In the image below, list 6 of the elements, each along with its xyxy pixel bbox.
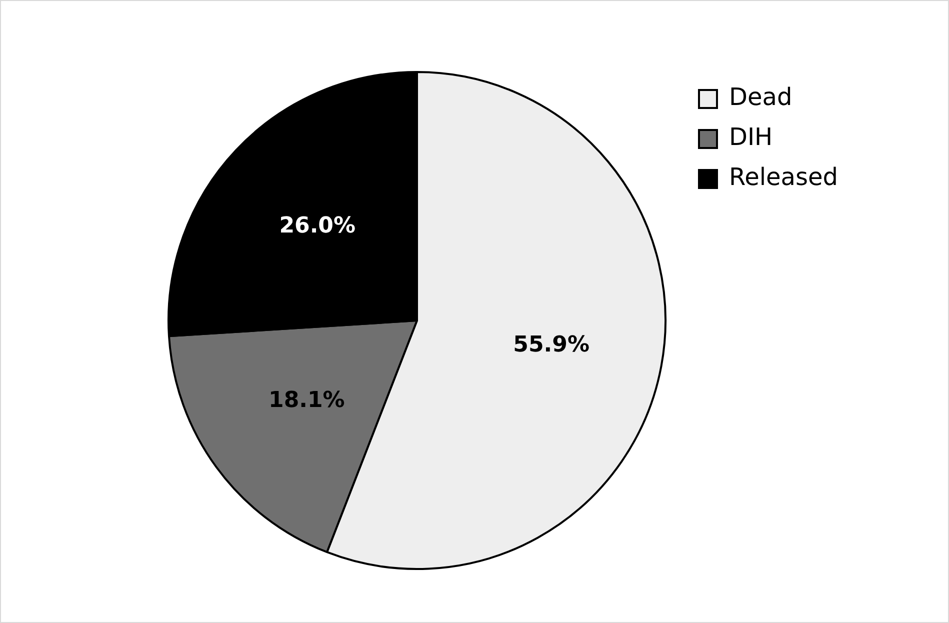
data-label: 18.1%	[268, 388, 345, 413]
data-label: 26.0%	[279, 214, 356, 239]
data-label: 55.9%	[513, 332, 590, 358]
legend-label: DIH	[728, 123, 773, 152]
legend-label: Released	[728, 163, 838, 192]
legend-label: Dead	[728, 83, 792, 112]
